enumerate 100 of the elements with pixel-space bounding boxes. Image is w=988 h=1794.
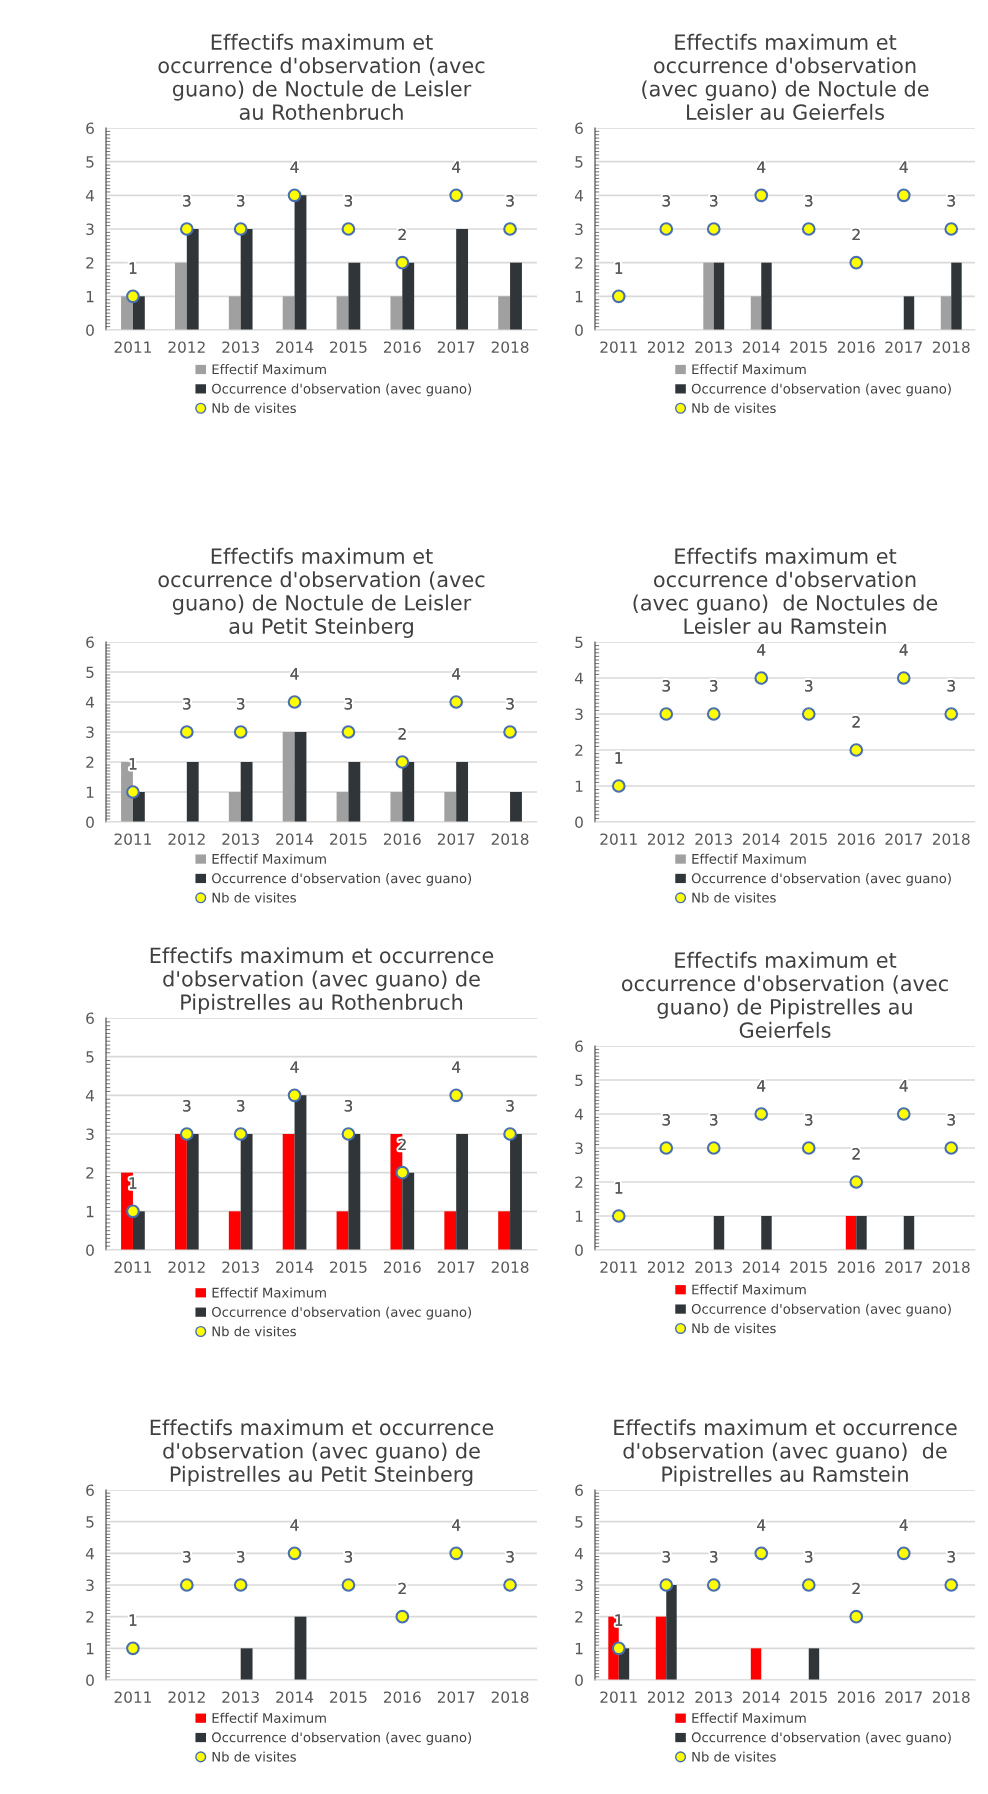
bar [240, 229, 253, 330]
legend-label: Nb de visites [692, 1323, 776, 1334]
x-tick-label: 2016 [383, 1261, 421, 1273]
y-tick-label: 5 [575, 636, 583, 649]
y-tick-label: 1 [86, 786, 94, 798]
data-label: 3 [236, 1551, 245, 1563]
x-tick-label: 2016 [383, 341, 421, 353]
x-tick-label: 2018 [491, 1691, 529, 1703]
data-label: 3 [710, 1551, 718, 1563]
chart-title: Effectifs maximum et occurrence d'observation (avec guano) de Pipistrelles au Ramstein [614, 1419, 957, 1486]
bar [456, 229, 469, 330]
data-label: 3 [710, 195, 718, 207]
legend-label: Effectif Maximum [692, 1284, 806, 1295]
x-tick-label: 2011 [114, 341, 151, 353]
point [706, 222, 721, 236]
x-tick-label: 2015 [330, 1261, 367, 1273]
y-tick-label: 5 [575, 1074, 583, 1087]
point [395, 755, 410, 769]
x-tick-label: 2014 [742, 833, 780, 845]
x-tick-label: 2017 [437, 1261, 475, 1273]
x-tick-label: 2011 [600, 341, 637, 353]
x-tick-label: 2016 [383, 833, 421, 845]
x-tick-label: 2017 [437, 1691, 475, 1703]
data-label: 2 [852, 1148, 860, 1160]
point [706, 1141, 721, 1155]
point [611, 1209, 626, 1223]
legend-label: Effectif Maximum [212, 853, 326, 864]
point [944, 707, 959, 721]
point [341, 1127, 356, 1141]
y-tick-label: 2 [86, 1611, 94, 1623]
y-tick-label: 0 [575, 1244, 583, 1257]
y-tick-label: 1 [575, 780, 583, 792]
point [659, 222, 674, 236]
point [126, 289, 140, 304]
x-tick-label: 2012 [647, 833, 685, 845]
data-label: 3 [710, 1114, 718, 1126]
bar [294, 732, 307, 822]
legend-label: Occurrence d'observation (avec guano) [691, 383, 951, 397]
legend-label: Effectif Maximum [212, 1712, 326, 1723]
x-tick-label: 2018 [491, 1261, 529, 1273]
data-label: 1 [129, 1614, 137, 1626]
bar [228, 1211, 241, 1250]
x-tick-label: 2018 [491, 341, 529, 353]
x-tick-label: 2011 [114, 1691, 151, 1703]
bar [174, 1134, 187, 1250]
x-tick-label: 2013 [222, 1691, 259, 1703]
data-label: 4 [290, 1061, 299, 1073]
point [503, 1578, 517, 1592]
data-label: 3 [947, 195, 955, 207]
legend-label: Occurrence d'observation (avec guano) [212, 383, 472, 397]
bar [498, 1211, 511, 1250]
data-label: 2 [398, 1582, 406, 1595]
bar [808, 1648, 820, 1680]
point [611, 1641, 626, 1656]
chart-title: Effectifs maximum et occurrence d'observation (avec guano) de Noctule de Leisler au Geierfels [642, 33, 929, 120]
point [126, 1641, 140, 1656]
data-label: 4 [899, 161, 908, 173]
bar [282, 296, 295, 330]
y-tick-label: 2 [86, 756, 94, 768]
bar [750, 1648, 762, 1680]
data-label: 3 [662, 680, 670, 692]
data-label: 3 [344, 698, 353, 710]
legend-label: Effectif Maximum [692, 364, 806, 375]
y-tick-label: 1 [86, 291, 94, 303]
y-tick-label: 6 [86, 636, 94, 649]
y-tick-label: 0 [86, 816, 94, 829]
y-tick-label: 6 [86, 1012, 94, 1025]
legend-label: Nb de visites [212, 892, 296, 903]
point [754, 1546, 769, 1561]
bar [186, 762, 199, 822]
bar [402, 262, 415, 330]
y-tick-label: 3 [86, 726, 94, 739]
point [179, 1127, 194, 1141]
bar [240, 1134, 253, 1250]
y-tick-label: 3 [575, 708, 583, 721]
data-label: 1 [615, 262, 623, 274]
y-tick-label: 1 [86, 1643, 94, 1655]
data-label: 4 [899, 644, 908, 656]
x-tick-label: 2011 [114, 1261, 151, 1273]
data-label: 3 [344, 195, 353, 207]
data-label: 3 [183, 195, 191, 207]
point [287, 188, 302, 203]
point [849, 255, 864, 270]
y-tick-label: 6 [86, 122, 94, 135]
legend-label: Nb de visites [692, 892, 776, 903]
legend-label: Occurrence d'observation (avec guano) [212, 1732, 472, 1745]
data-label: 3 [183, 698, 191, 710]
x-tick-label: 2014 [276, 1261, 314, 1273]
point [754, 188, 769, 203]
point [503, 222, 517, 236]
y-tick-label: 6 [86, 1484, 94, 1497]
x-tick-label: 2018 [932, 833, 970, 845]
x-tick-label: 2015 [790, 1261, 827, 1273]
x-tick-label: 2015 [790, 833, 827, 845]
x-tick-label: 2014 [276, 1691, 314, 1703]
bar [132, 1211, 145, 1250]
data-label: 4 [757, 1080, 766, 1092]
x-tick-label: 2012 [168, 1691, 205, 1703]
legend-label: Occurrence d'observation (avec guano) [212, 1306, 472, 1320]
data-label: 3 [506, 195, 514, 207]
